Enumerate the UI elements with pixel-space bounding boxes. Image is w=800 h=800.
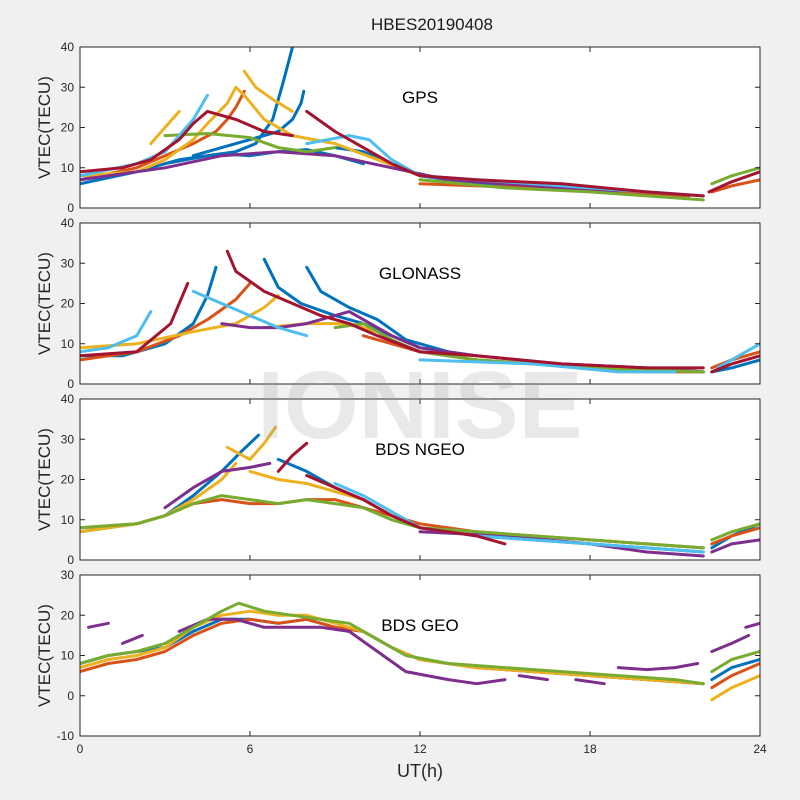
series-line-12 bbox=[80, 310, 153, 354]
series-line-14 bbox=[80, 601, 705, 686]
series-line-11 bbox=[616, 662, 700, 672]
y-tick-label: 10 bbox=[61, 649, 75, 663]
series-line-18 bbox=[710, 354, 760, 374]
series-line-18 bbox=[707, 170, 760, 194]
series-line-6 bbox=[87, 621, 110, 629]
x-tick-label: 0 bbox=[77, 742, 84, 756]
series-line-3 bbox=[710, 662, 760, 690]
series-line-12 bbox=[418, 178, 705, 202]
series-line-16 bbox=[80, 281, 190, 358]
watermark: IONISE bbox=[257, 352, 582, 459]
series-line-14 bbox=[276, 441, 309, 473]
y-tick-label: 40 bbox=[61, 392, 75, 406]
series-line-9 bbox=[242, 69, 294, 113]
x-tick-label: 12 bbox=[413, 742, 427, 756]
series-line-7 bbox=[80, 85, 422, 178]
y-tick-label: 40 bbox=[61, 40, 75, 54]
y-tick-label: 10 bbox=[61, 161, 75, 175]
y-tick-label: 30 bbox=[61, 256, 75, 270]
y-tick-label: 0 bbox=[67, 201, 74, 215]
panel-label: GPS bbox=[402, 88, 438, 107]
y-tick-label: 20 bbox=[61, 608, 75, 622]
series-line-17 bbox=[305, 109, 705, 198]
series-line-8 bbox=[177, 617, 507, 686]
series-line-11 bbox=[333, 322, 705, 374]
series-line-8 bbox=[163, 461, 272, 510]
series-line-4 bbox=[80, 89, 246, 182]
y-axis-label: VTEC(TECU) bbox=[35, 252, 54, 355]
series-line-14 bbox=[418, 358, 677, 374]
series-line-12 bbox=[710, 522, 760, 542]
y-tick-label: 20 bbox=[61, 297, 75, 311]
panel-1: 0 10 20 30 40 GLONASS VTEC(TECU) bbox=[35, 216, 761, 391]
y-tick-label: 30 bbox=[61, 80, 75, 94]
y-tick-label: 10 bbox=[61, 337, 75, 351]
series-line-9 bbox=[517, 674, 549, 682]
series-line-13 bbox=[710, 166, 760, 186]
y-tick-label: 30 bbox=[61, 568, 75, 582]
y-tick-label: 0 bbox=[67, 689, 74, 703]
panel-label: GLONASS bbox=[379, 264, 461, 283]
series-group bbox=[80, 249, 760, 374]
x-axis-label: UT(h) bbox=[397, 761, 443, 781]
y-tick-label: 30 bbox=[61, 432, 75, 446]
y-tick-label: 20 bbox=[61, 473, 75, 487]
series-group bbox=[80, 47, 760, 202]
plot-area bbox=[80, 575, 760, 736]
y-tick-label: 10 bbox=[61, 513, 75, 527]
figure-title: HBES20190408 bbox=[371, 15, 493, 34]
series-line-13 bbox=[744, 621, 760, 629]
series-line-13 bbox=[191, 289, 309, 338]
series-line-6 bbox=[710, 178, 760, 194]
y-tick-label: 0 bbox=[67, 377, 74, 391]
series-line-15 bbox=[305, 474, 507, 546]
series-group bbox=[80, 425, 760, 558]
series-line-7 bbox=[121, 633, 144, 645]
plot-area bbox=[80, 223, 760, 384]
y-tick-label: -10 bbox=[57, 729, 75, 743]
series-line-1 bbox=[710, 658, 760, 682]
series-line-10 bbox=[710, 538, 760, 554]
series-line-12 bbox=[710, 633, 751, 653]
x-tick-label: 24 bbox=[753, 742, 767, 756]
y-tick-label: 20 bbox=[61, 121, 75, 135]
series-line-8 bbox=[80, 293, 280, 350]
y-axis-label: VTEC(TECU) bbox=[35, 76, 54, 179]
series-line-5 bbox=[710, 674, 760, 702]
series-line-11 bbox=[80, 494, 705, 550]
series-line-17 bbox=[225, 249, 705, 370]
series-line-2 bbox=[305, 265, 450, 354]
series-line-16 bbox=[80, 109, 294, 174]
series-line-2 bbox=[191, 89, 306, 158]
series-line-6 bbox=[225, 425, 277, 461]
series-line-10 bbox=[80, 150, 620, 194]
panel-0: 0 10 20 30 40 GPS VTEC(TECU) bbox=[35, 40, 761, 215]
series-line-15 bbox=[716, 342, 760, 370]
series-line-4 bbox=[710, 526, 760, 546]
x-tick-label: 18 bbox=[583, 742, 597, 756]
panels: 0 10 20 30 40 GPS VTEC(TECU) 0 10 20 30 40 GLONASS VT… bbox=[35, 40, 767, 756]
panel-label: BDS GEO bbox=[381, 616, 458, 635]
series-line-10 bbox=[574, 678, 606, 686]
series-group bbox=[80, 601, 760, 702]
panel-2: 0 10 20 30 40 BDS NGEO VTEC(TECU) bbox=[35, 392, 761, 567]
y-axis-label: VTEC(TECU) bbox=[35, 604, 54, 707]
x-tick-label: 6 bbox=[247, 742, 254, 756]
series-line-15 bbox=[710, 650, 760, 674]
y-tick-label: 0 bbox=[67, 553, 74, 567]
series-line-1 bbox=[163, 47, 294, 166]
y-tick-label: 40 bbox=[61, 216, 75, 230]
panel-label: BDS NGEO bbox=[375, 440, 465, 459]
series-line-11 bbox=[163, 132, 337, 154]
y-axis-label: VTEC(TECU) bbox=[35, 428, 54, 531]
series-line-8 bbox=[149, 109, 181, 146]
